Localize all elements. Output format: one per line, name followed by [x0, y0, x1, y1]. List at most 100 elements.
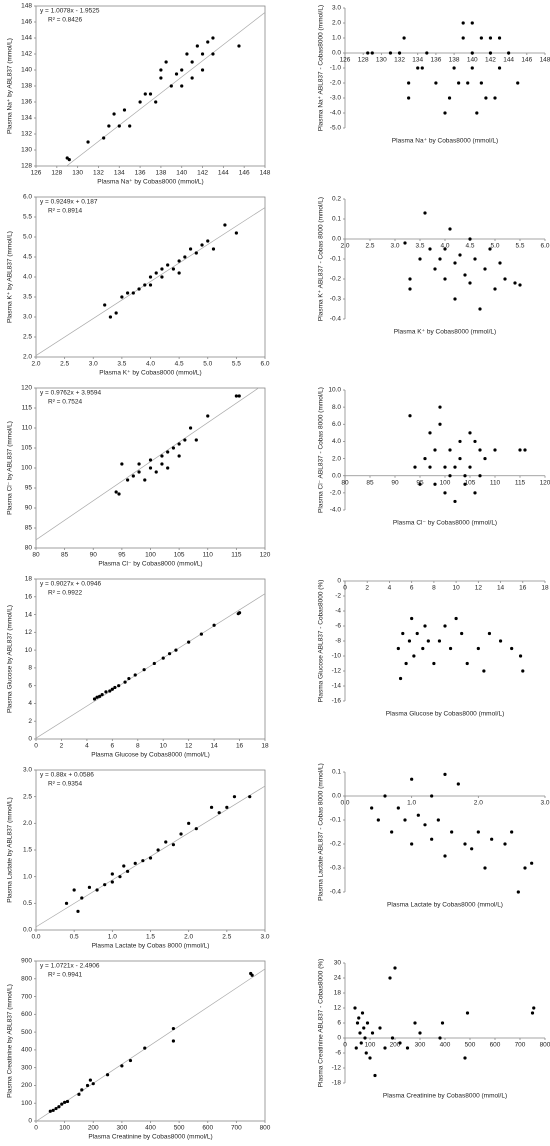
plot-frame — [35, 5, 266, 167]
x-tick-label: 105 — [465, 479, 476, 486]
x-tick-label: 700 — [231, 1125, 242, 1132]
point — [438, 1036, 442, 1040]
x-tick-label: 400 — [440, 1042, 451, 1049]
point — [488, 36, 493, 40]
point — [465, 661, 469, 666]
point — [470, 21, 474, 25]
x-tick-label: 0.5 — [70, 934, 79, 941]
point — [430, 794, 434, 798]
point — [126, 291, 130, 295]
x-tick-label: 1.0 — [407, 800, 416, 807]
point — [148, 92, 153, 96]
y-tick-label: 8 — [28, 665, 32, 672]
point — [237, 611, 242, 615]
y-tick-label: 134 — [21, 115, 32, 122]
point — [91, 1082, 95, 1086]
point — [458, 439, 462, 444]
point — [237, 394, 241, 398]
point — [403, 818, 407, 822]
point — [513, 281, 517, 285]
point — [180, 84, 184, 88]
y-tick-label: -0.2 — [330, 276, 342, 283]
y-tick-label: 2.0 — [332, 20, 341, 27]
y-tick-label: -5.0 — [330, 125, 342, 132]
trendline — [66, 12, 265, 166]
point — [114, 311, 118, 315]
point — [461, 36, 465, 40]
x-tick-label: 6 — [111, 743, 115, 750]
x-tick-label: 0 — [343, 1042, 347, 1049]
x-tick-label: 140 — [176, 170, 187, 177]
y-tick-label: 148 — [21, 3, 32, 10]
x-axis-label: Plasma Na⁺ by Cobas8000 (mmol/L) — [97, 179, 203, 186]
point — [453, 465, 457, 469]
x-tick-label: 120 — [540, 479, 550, 486]
y-tick-label: 800 — [21, 975, 32, 982]
x-tick-label: 80 — [32, 552, 40, 559]
plot-frame — [35, 960, 266, 1122]
point — [179, 832, 183, 836]
point — [190, 76, 194, 80]
point — [133, 861, 137, 865]
x-tick-label: 2.5 — [60, 361, 69, 368]
point — [453, 261, 457, 265]
y-tick-label: 3.0 — [332, 5, 341, 12]
point — [364, 1051, 368, 1055]
point — [248, 795, 252, 799]
point — [426, 639, 430, 643]
y-axis-label: Plasma K⁺ ABL837 - Cobas 8000 (mmol/L) — [318, 197, 325, 321]
y-tick-label: 2.0 — [23, 354, 32, 361]
y-tick-label: -3.0 — [330, 95, 342, 102]
point — [466, 81, 470, 85]
point — [470, 51, 474, 55]
point — [232, 795, 237, 799]
x-tick-label: 134 — [412, 57, 423, 64]
x-tick-label: 126 — [31, 170, 42, 177]
y-tick-label: -0.4 — [330, 316, 342, 323]
y-tick-label: 6.0 — [23, 194, 32, 201]
x-tick-label: 90 — [391, 479, 399, 486]
point — [122, 108, 127, 112]
point — [530, 1011, 535, 1015]
point — [98, 694, 102, 698]
y-tick-label: 128 — [21, 163, 32, 170]
x-tick-label: 700 — [515, 1042, 526, 1049]
point — [160, 267, 164, 271]
point — [410, 842, 414, 846]
point — [415, 631, 419, 636]
point — [390, 830, 394, 834]
point — [473, 439, 477, 444]
point — [453, 499, 457, 504]
x-tick-label: 6.0 — [260, 361, 269, 368]
annotation: y = 1.0078x - 1.9525 — [40, 8, 100, 15]
point — [199, 632, 203, 636]
point — [187, 640, 191, 644]
point — [407, 639, 412, 643]
point — [490, 837, 494, 841]
point — [493, 448, 497, 452]
x-tick-label: 3.0 — [390, 243, 399, 250]
point — [250, 973, 254, 977]
x-tick-label: 130 — [72, 170, 83, 177]
point — [87, 885, 92, 889]
x-tick-label: 146 — [239, 170, 250, 177]
x-axis-label: Plasma Lactate by Cobas8000 (mmol/L) — [387, 902, 503, 909]
point — [104, 690, 108, 694]
x-tick-label: 130 — [376, 57, 387, 64]
point — [383, 1046, 387, 1050]
x-tick-label: 0 — [343, 585, 347, 592]
point — [428, 431, 432, 435]
x-tick-label: 2 — [60, 743, 64, 750]
point — [143, 92, 147, 96]
point — [443, 277, 447, 281]
point — [217, 811, 221, 815]
point — [51, 1108, 55, 1112]
x-tick-label: 2 — [365, 585, 369, 592]
y-tick-label: 2.0 — [23, 820, 32, 827]
point — [206, 239, 210, 243]
point — [76, 909, 80, 913]
point — [423, 823, 427, 827]
point — [133, 673, 137, 677]
y-tick-label: 0.0 — [332, 472, 341, 479]
annotation: y = 0.9027x + 0.0946 — [40, 581, 101, 588]
